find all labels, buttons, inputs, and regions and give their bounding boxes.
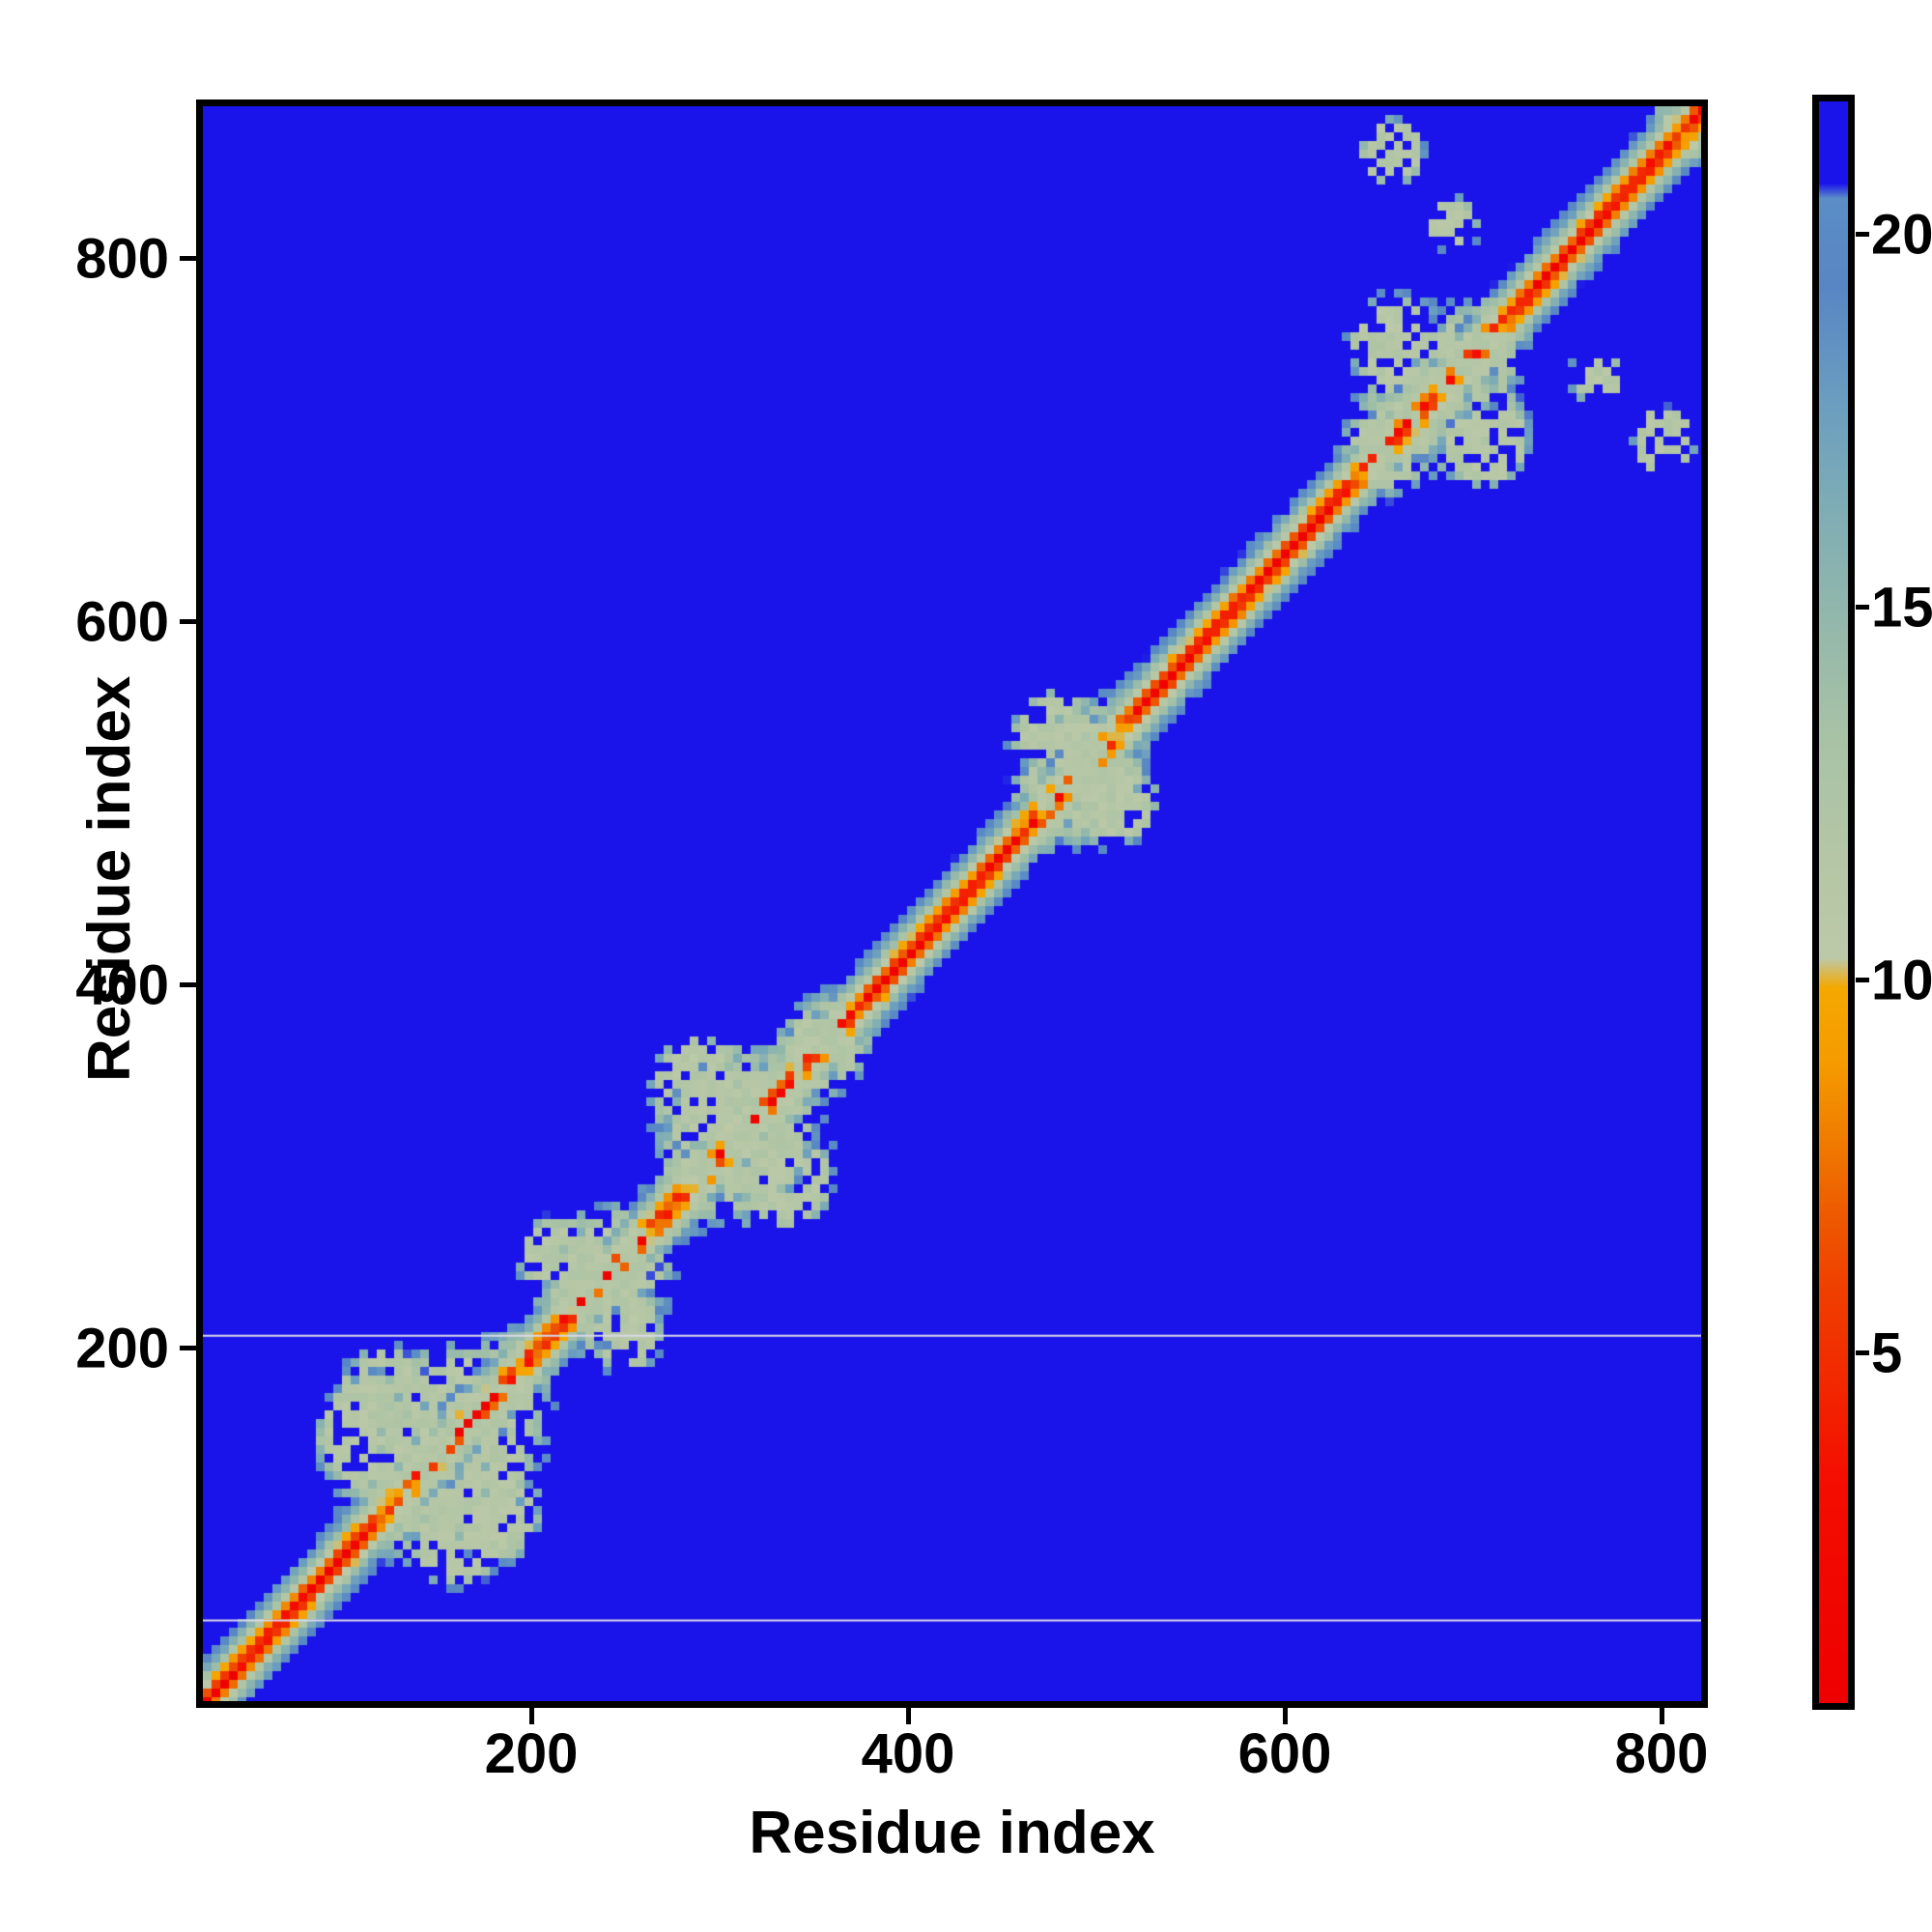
colorbar-tick-20 xyxy=(1856,232,1869,237)
x-ticklabel-800: 800 xyxy=(1614,1722,1709,1785)
x-tick-600 xyxy=(1283,1708,1288,1724)
x-tick-800 xyxy=(1660,1708,1664,1724)
y-tick-400 xyxy=(180,982,196,987)
heatmap-plot-area[interactable] xyxy=(196,99,1708,1708)
colorbar[interactable] xyxy=(1812,95,1855,1710)
x-ticklabel-400: 400 xyxy=(861,1722,955,1785)
y-axis-title: Residue index xyxy=(76,675,143,1082)
colorbar-ticklabel-10: 10 xyxy=(1871,949,1932,1012)
x-ticklabel-200: 200 xyxy=(484,1722,579,1785)
y-tick-200 xyxy=(180,1346,196,1350)
y-ticklabel-200: 200 xyxy=(75,1317,169,1380)
colorbar-ticklabel-5: 5 xyxy=(1871,1321,1903,1385)
colorbar-tick-10 xyxy=(1856,978,1869,982)
x-axis-title: Residue index xyxy=(749,1800,1155,1866)
y-ticklabel-800: 800 xyxy=(75,227,169,291)
colorbar-ticklabel-15: 15 xyxy=(1871,576,1932,639)
x-tick-400 xyxy=(906,1708,911,1724)
y-tick-800 xyxy=(180,256,196,261)
y-ticklabel-600: 600 xyxy=(75,590,169,654)
heatmap-image xyxy=(203,106,1701,1701)
x-tick-200 xyxy=(529,1708,534,1724)
x-ticklabel-600: 600 xyxy=(1237,1722,1332,1785)
colorbar-ticklabel-20: 20 xyxy=(1871,203,1932,267)
colorbar-tick-15 xyxy=(1856,605,1869,610)
colorbar-tick-5 xyxy=(1856,1350,1869,1355)
colorbar-gradient xyxy=(1819,101,1848,1703)
y-ticklabel-400: 400 xyxy=(75,953,169,1017)
y-tick-600 xyxy=(180,619,196,624)
